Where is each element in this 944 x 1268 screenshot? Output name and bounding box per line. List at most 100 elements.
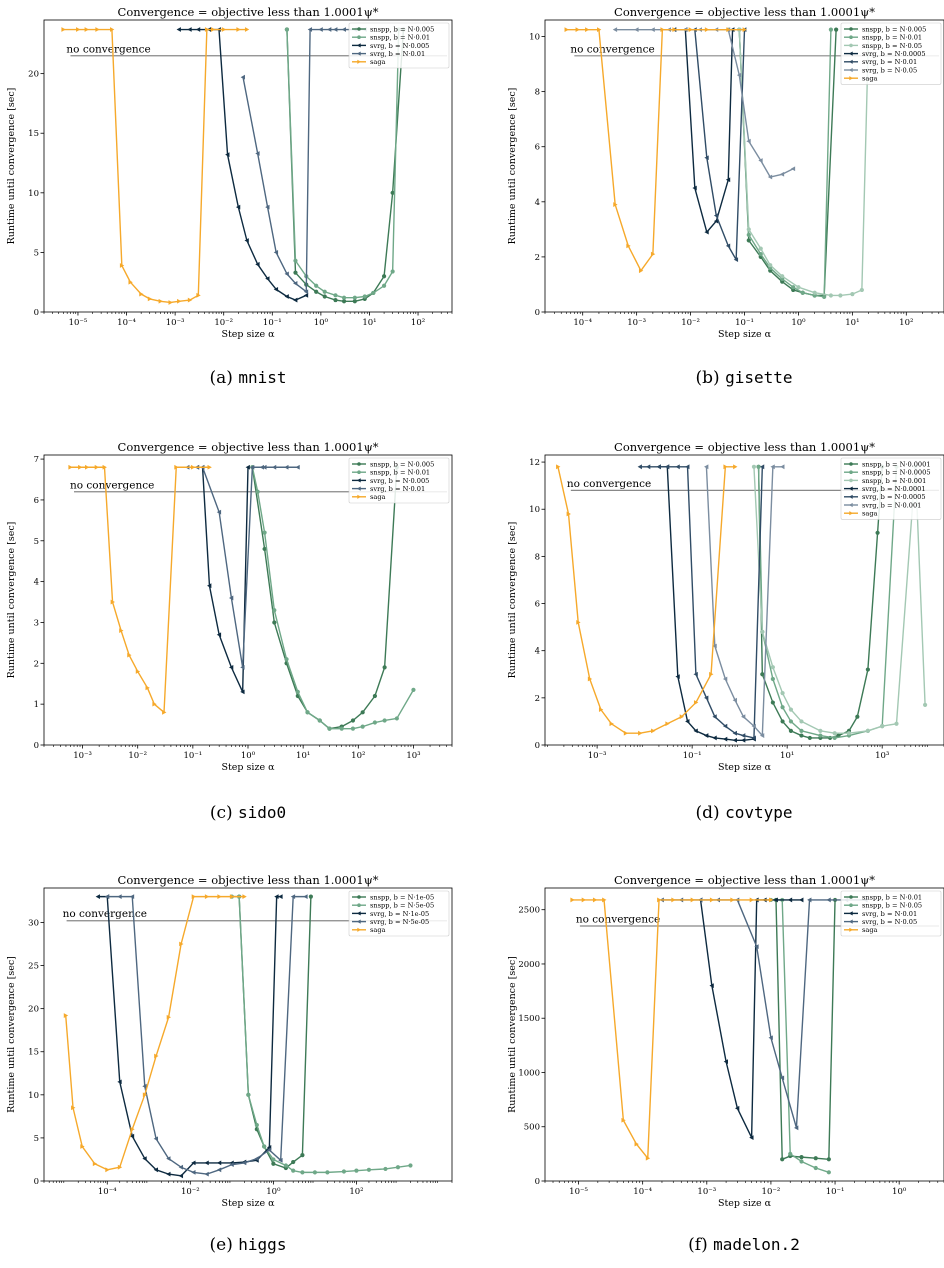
legend-entry: snspp, b = N·0.005 bbox=[370, 460, 434, 468]
series-line bbox=[286, 29, 400, 299]
data-point bbox=[266, 1147, 272, 1153]
data-point bbox=[271, 1157, 276, 1162]
legend-entry: snspp, b = N·1e-05 bbox=[370, 893, 434, 901]
legend-marker bbox=[356, 51, 361, 56]
legend-entry: snspp, b = N·0.01 bbox=[862, 34, 922, 42]
data-point bbox=[246, 1092, 251, 1097]
data-point bbox=[262, 1144, 267, 1149]
data-point bbox=[207, 583, 212, 589]
data-point bbox=[318, 27, 323, 32]
data-point bbox=[68, 464, 73, 470]
legend-entry: saga bbox=[862, 510, 878, 518]
no-convergence-label: no convergence bbox=[570, 43, 654, 55]
data-point bbox=[366, 1167, 372, 1172]
data-point bbox=[773, 897, 778, 903]
data-point bbox=[736, 72, 742, 78]
x-tick-label: 10⁻¹ bbox=[183, 751, 202, 761]
series-0 bbox=[284, 27, 406, 304]
data-point bbox=[166, 1171, 171, 1177]
panel-caption: (b) gisette bbox=[696, 368, 793, 388]
legend-entry: saga bbox=[862, 926, 878, 934]
data-point bbox=[671, 897, 676, 903]
data-point bbox=[339, 726, 344, 731]
data-point bbox=[759, 733, 765, 738]
data-point bbox=[303, 289, 309, 295]
series-4 bbox=[61, 27, 250, 305]
data-point bbox=[308, 894, 313, 899]
data-point bbox=[704, 155, 709, 161]
data-point bbox=[217, 894, 222, 900]
data-point bbox=[637, 464, 642, 470]
data-point bbox=[664, 464, 670, 470]
data-point bbox=[229, 894, 235, 900]
y-tick-label: 0 bbox=[535, 1177, 540, 1187]
data-point bbox=[826, 1170, 831, 1175]
y-tick-label: 6 bbox=[535, 600, 540, 610]
legend-entry: snspp, b = N·0.05 bbox=[862, 902, 922, 910]
x-tick-label: 10⁻² bbox=[681, 318, 700, 328]
data-point bbox=[284, 657, 289, 662]
data-point bbox=[76, 27, 81, 32]
x-tick-label: 10² bbox=[411, 318, 425, 328]
series-line bbox=[738, 29, 832, 298]
data-point bbox=[229, 1162, 234, 1168]
data-point bbox=[272, 620, 277, 625]
data-point bbox=[598, 707, 604, 713]
legend-box bbox=[840, 457, 942, 520]
data-point bbox=[265, 276, 270, 282]
x-tick-label: 10⁻¹ bbox=[263, 318, 282, 328]
data-point bbox=[704, 27, 710, 33]
legend-entry: saga bbox=[862, 75, 878, 83]
plot-frame bbox=[43, 887, 453, 1182]
legend-marker bbox=[848, 67, 853, 73]
data-point bbox=[725, 177, 731, 183]
y-tick-label: 5 bbox=[34, 537, 39, 547]
caption-prefix: (e) bbox=[210, 1235, 239, 1255]
no-convergence-label: no convergence bbox=[70, 479, 154, 491]
data-point bbox=[312, 1170, 318, 1175]
legend-marker bbox=[849, 35, 853, 39]
data-point bbox=[117, 1164, 123, 1170]
data-point bbox=[236, 27, 241, 32]
legend-marker bbox=[848, 59, 853, 64]
data-point bbox=[799, 733, 804, 738]
data-point bbox=[305, 710, 310, 715]
data-point bbox=[832, 735, 837, 741]
series-line bbox=[251, 467, 398, 730]
legend-marker bbox=[848, 919, 853, 924]
legend-marker bbox=[357, 470, 361, 475]
y-tick-label: 3 bbox=[34, 618, 39, 628]
legend-marker bbox=[849, 903, 853, 907]
chart-title: Convergence = objective less than 1.0001… bbox=[118, 440, 379, 454]
data-point bbox=[746, 238, 751, 243]
data-point bbox=[128, 279, 133, 285]
data-point bbox=[665, 721, 670, 727]
y-axis-label: Runtime until convergence [sec] bbox=[507, 88, 518, 245]
x-axis-label: Step size α bbox=[221, 762, 275, 773]
data-point bbox=[207, 464, 212, 470]
data-point bbox=[626, 243, 631, 249]
x-axis-label: Step size α bbox=[718, 329, 772, 340]
data-point bbox=[153, 1136, 159, 1142]
data-point bbox=[723, 464, 728, 470]
caption-dataset-name: madelon.2 bbox=[713, 1235, 800, 1254]
series-line bbox=[753, 466, 926, 734]
series-4 bbox=[671, 27, 747, 263]
data-point bbox=[638, 730, 643, 736]
legend-marker bbox=[849, 478, 853, 483]
y-axis-label: Runtime until convergence [sec] bbox=[6, 522, 17, 679]
data-point bbox=[176, 27, 181, 32]
data-point bbox=[333, 293, 338, 298]
series-4 bbox=[570, 897, 774, 1161]
data-point bbox=[162, 709, 167, 715]
data-point bbox=[807, 897, 812, 903]
data-point bbox=[788, 1151, 793, 1156]
series-line bbox=[738, 29, 837, 297]
series-3 bbox=[185, 464, 300, 670]
data-point bbox=[713, 213, 719, 218]
data-point bbox=[255, 151, 260, 156]
data-point bbox=[634, 1141, 639, 1147]
data-point bbox=[732, 697, 737, 703]
